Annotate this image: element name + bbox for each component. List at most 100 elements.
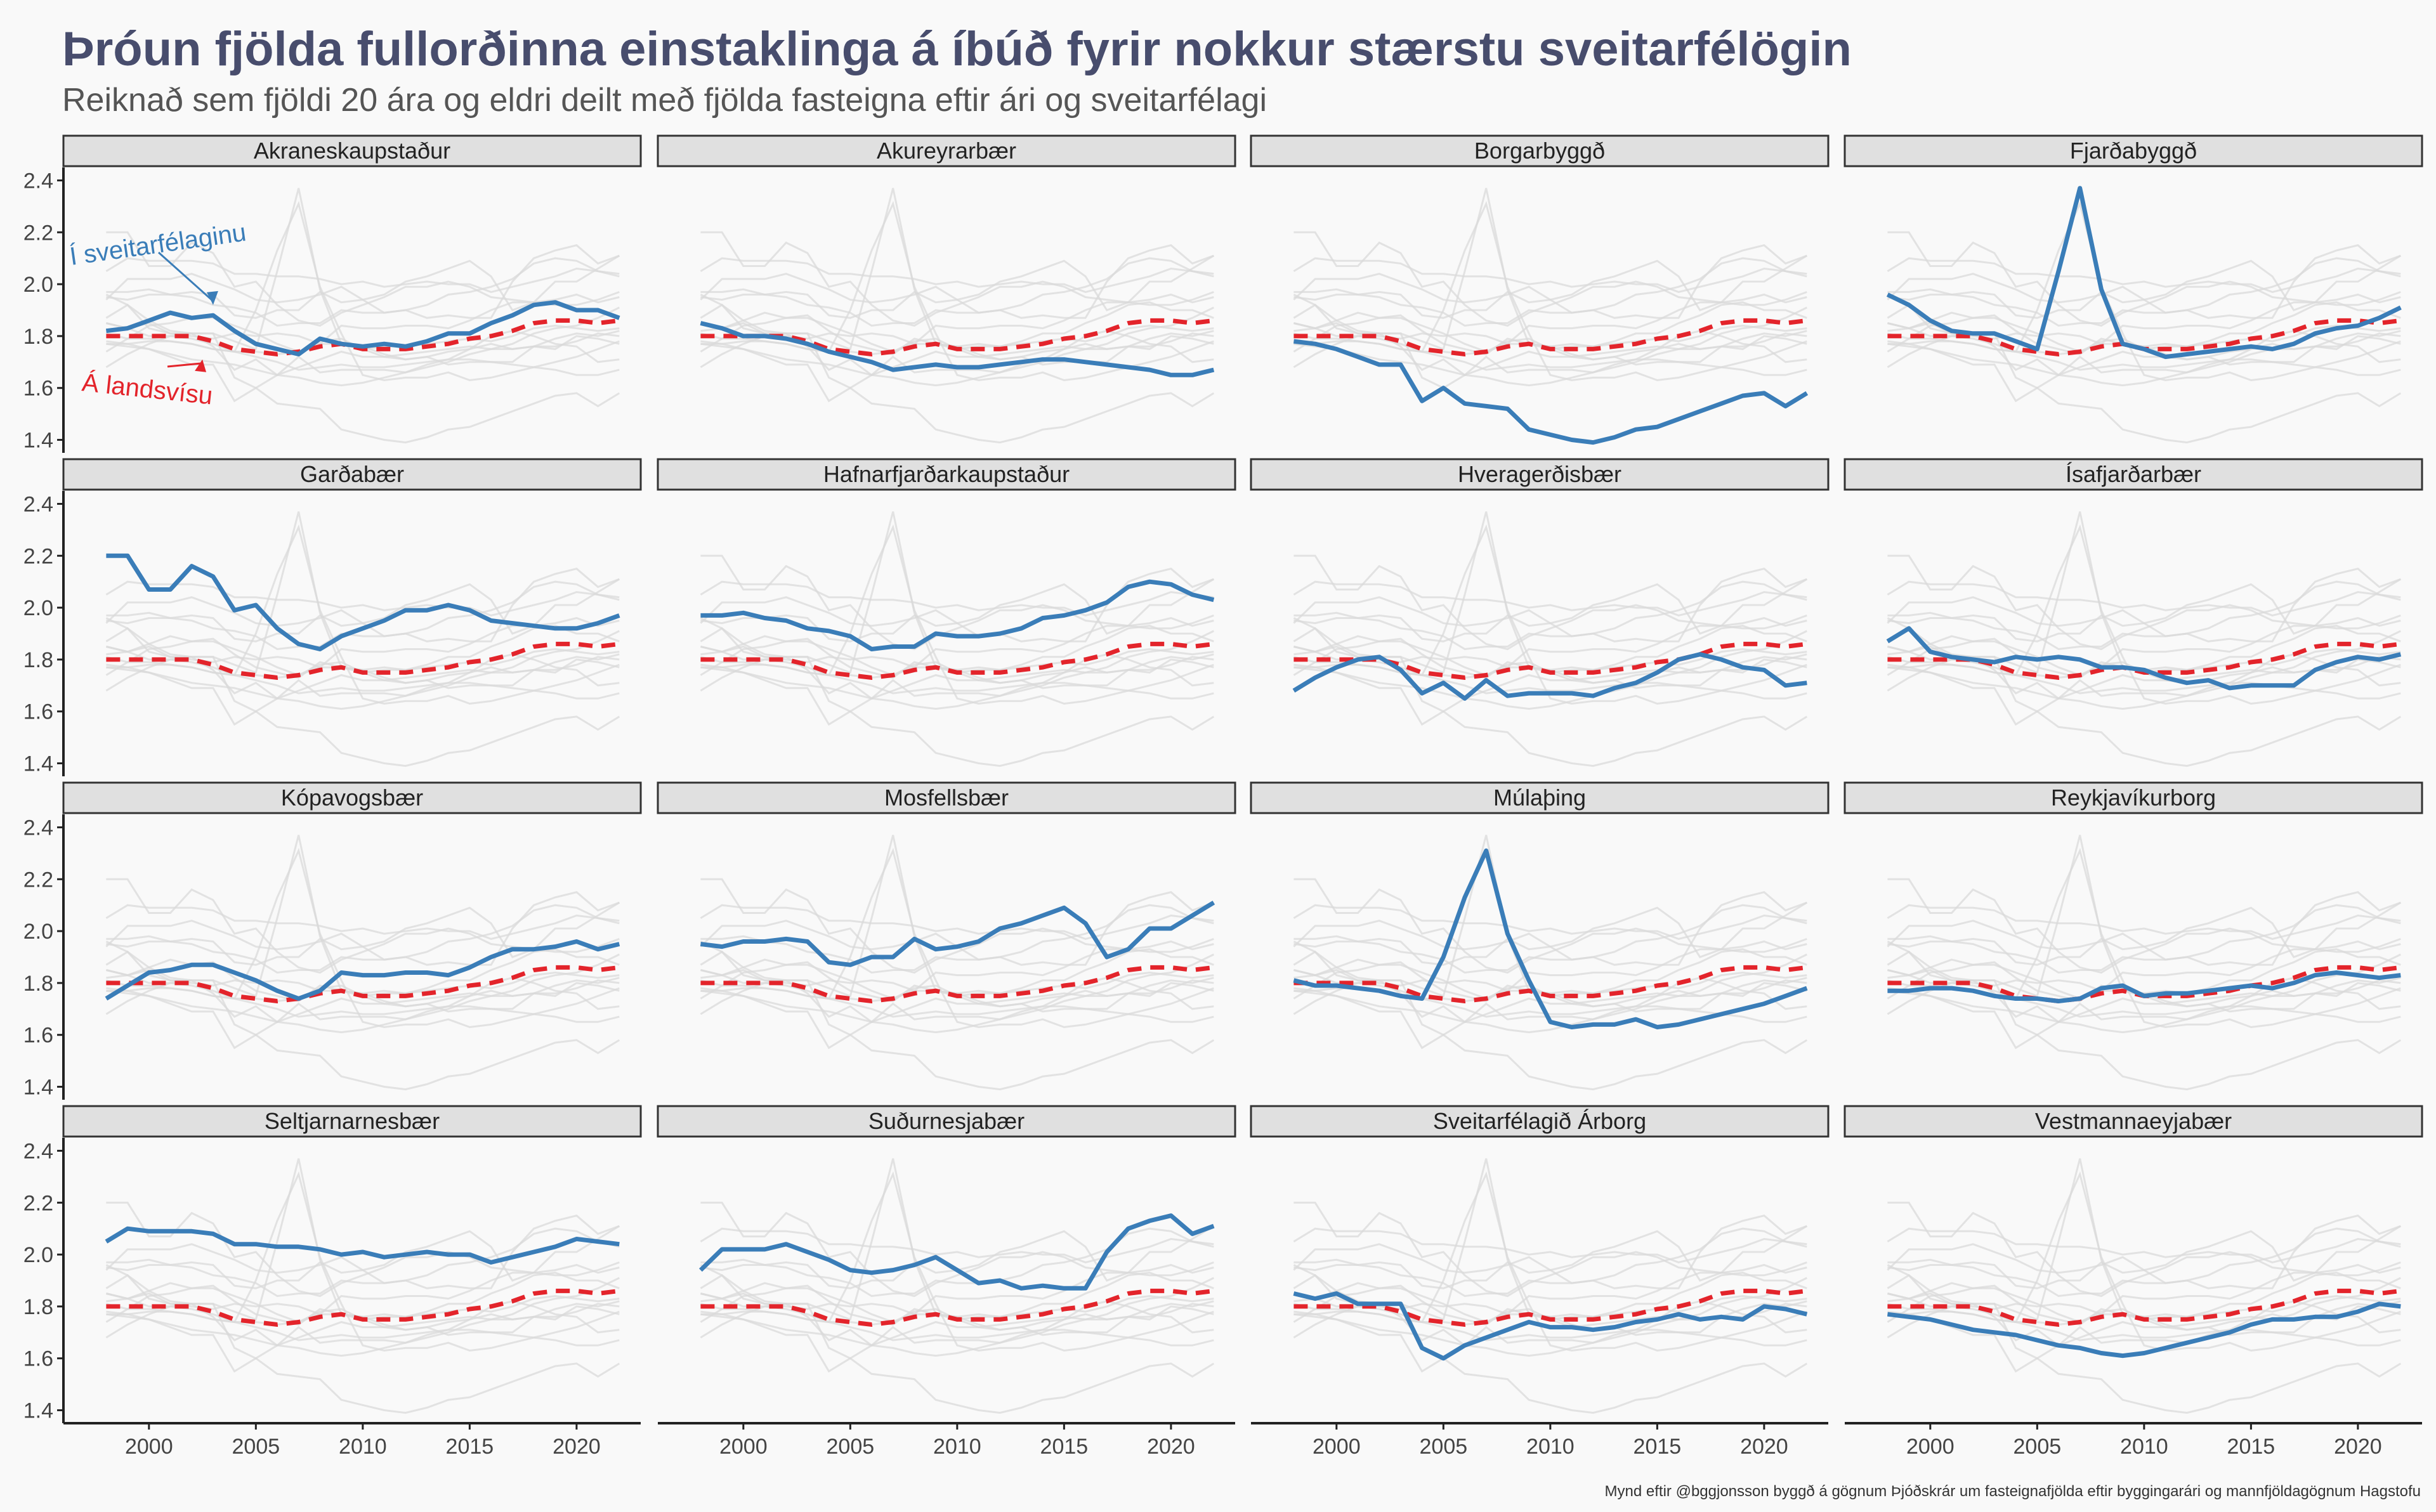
y-tick-label: 2.2 — [23, 868, 53, 892]
chart-subtitle: Reiknað sem fjöldi 20 ára og eldri deilt… — [62, 82, 1267, 119]
background-series-line — [105, 511, 620, 682]
y-tick-label: 1.8 — [23, 325, 53, 349]
x-tick-label: 2005 — [827, 1435, 875, 1459]
background-series-line — [106, 578, 620, 642]
background-series-line — [1293, 524, 1807, 705]
local-series-line — [700, 901, 1215, 967]
background-series-line — [1293, 257, 1807, 327]
x-tick-label: 2010 — [1526, 1435, 1575, 1459]
national-series-line — [106, 641, 620, 681]
local-series-line — [1293, 848, 1808, 1029]
background-series-line — [700, 901, 1215, 966]
background-series-line — [1293, 332, 1807, 387]
x-tick-label: 2010 — [2120, 1435, 2168, 1459]
national-series-line — [1293, 965, 1807, 1004]
background-series-line — [1887, 847, 2401, 1029]
background-series-line — [105, 891, 620, 966]
background-series-line — [106, 904, 620, 974]
background-series-line — [106, 987, 620, 1091]
background-series-line — [1887, 578, 2402, 642]
background-series-line — [700, 904, 1214, 974]
facet-strip — [657, 458, 1236, 491]
background-series-line — [1887, 904, 2401, 940]
x-tick-label: 2010 — [933, 1435, 981, 1459]
background-series-line — [700, 1171, 1214, 1352]
background-series-line — [1887, 968, 2401, 1036]
background-series-line — [1887, 580, 2401, 651]
y-tick-label: 1.6 — [23, 377, 53, 401]
background-series-line — [1887, 835, 2401, 1005]
background-series-line — [1293, 901, 1808, 966]
background-series-line — [1887, 1310, 2402, 1414]
background-series-line — [1887, 257, 2401, 293]
facet-label: Múlaþing — [1493, 785, 1586, 811]
background-series-line — [1293, 891, 1807, 966]
background-series-line — [1293, 1215, 1807, 1289]
background-series-line — [1293, 1171, 1807, 1352]
background-series-line — [1293, 580, 1807, 651]
background-series-line — [700, 1292, 1214, 1360]
y-tick-label: 1.8 — [23, 972, 53, 996]
background-series-line — [106, 1310, 620, 1414]
background-series-line — [1293, 1227, 1807, 1263]
background-series-line — [700, 524, 1214, 705]
background-series-line — [700, 568, 1214, 642]
facet-strip — [1250, 781, 1830, 814]
background-series-line — [106, 1227, 620, 1298]
y-tick-label: 1.4 — [23, 1399, 53, 1423]
background-series-line — [1293, 904, 1807, 940]
y-tick-label: 2.2 — [23, 544, 53, 568]
national-series-line — [106, 965, 620, 1004]
background-series-line — [1887, 254, 2402, 319]
background-series-line — [106, 979, 620, 1034]
background-series-line — [1887, 987, 2402, 1091]
background-series-line — [700, 200, 1214, 382]
facet-label: Mosfellsbær — [884, 785, 1009, 811]
background-series-line — [106, 1225, 620, 1289]
background-series-line — [1887, 340, 2402, 444]
background-series-line — [700, 904, 1214, 940]
annotation-local: Í sveitarfélaginu — [68, 218, 248, 271]
facet-strip — [62, 781, 642, 814]
background-series-line — [700, 1227, 1214, 1263]
facet-label: Sveitarfélagið Árborg — [1433, 1108, 1646, 1134]
x-tick-label: 2020 — [1147, 1435, 1195, 1459]
y-tick-label: 2.0 — [23, 1243, 53, 1267]
local-series-line — [1886, 186, 2402, 360]
background-series-line — [1293, 1310, 1808, 1414]
local-series-line — [105, 939, 620, 1001]
background-series-line — [1293, 663, 1808, 767]
background-series-line — [106, 1303, 620, 1357]
facet-label: Fjarðabyggð — [2070, 138, 2197, 164]
local-series-line — [698, 1213, 1215, 1291]
background-series-line — [105, 580, 620, 616]
x-tick-label: 2005 — [2014, 1435, 2062, 1459]
facet-label: Vestmannaeyjabær — [2035, 1108, 2232, 1134]
background-series-line — [1887, 979, 2401, 1034]
background-series-line — [1293, 580, 1807, 616]
background-series-line — [106, 663, 620, 767]
x-tick-label: 2005 — [232, 1435, 280, 1459]
local-series-line — [1293, 339, 1809, 445]
background-series-line — [700, 340, 1215, 444]
background-series-line — [1293, 656, 1807, 710]
national-series-line — [1293, 641, 1807, 681]
background-series-line — [700, 332, 1214, 387]
x-tick-label: 2020 — [1740, 1435, 1788, 1459]
y-tick-label: 2.0 — [23, 273, 53, 297]
background-series-line — [106, 524, 620, 705]
chart-title: Þróun fjölda fullorðinna einstaklinga á … — [62, 22, 1852, 76]
background-series-line — [1887, 1158, 2401, 1329]
background-series-line — [106, 968, 620, 1036]
background-series-line — [700, 968, 1214, 1036]
background-series-line — [700, 257, 1214, 293]
y-tick-label: 2.2 — [23, 1191, 53, 1215]
local-series-line — [105, 300, 620, 356]
background-series-line — [1293, 835, 1807, 1005]
y-tick-label: 1.8 — [23, 648, 53, 672]
background-series-line — [106, 322, 620, 389]
facet-label: Garðabær — [300, 461, 404, 487]
background-series-line — [1887, 524, 2401, 705]
facet-label: Reykjavíkurborg — [2051, 785, 2216, 811]
background-series-line — [106, 580, 620, 651]
